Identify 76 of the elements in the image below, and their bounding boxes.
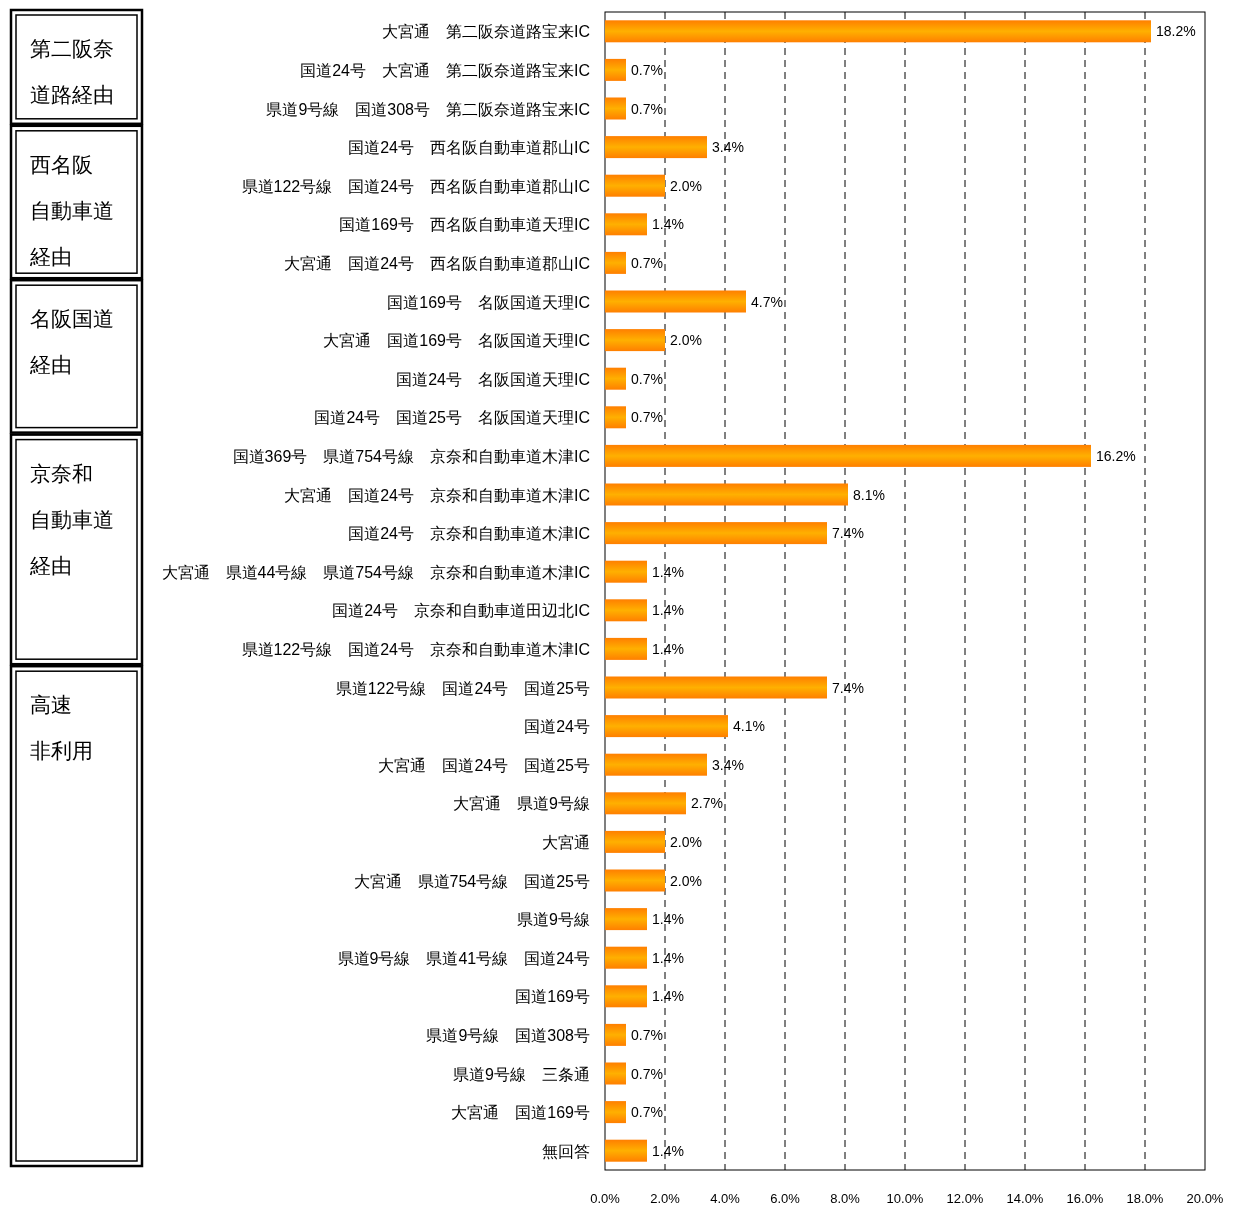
data-label: 1.4% <box>652 988 684 1005</box>
data-label: 0.7% <box>631 370 663 387</box>
data-label: 0.7% <box>631 1065 663 1082</box>
y-tick-label: 県道122号線 国道24号 国道25号 <box>335 679 590 697</box>
data-label: 4.7% <box>751 293 783 310</box>
data-label: 1.4% <box>652 1142 684 1159</box>
data-label: 2.0% <box>670 332 702 349</box>
x-tick-label: 6.0% <box>770 1191 801 1206</box>
y-tick-label: 国道24号 名阪国道天理IC <box>396 370 590 388</box>
data-label: 2.0% <box>670 177 702 194</box>
y-tick-label: 県道9号線 国道308号 第二阪奈道路宝来IC <box>266 100 590 118</box>
data-label: 16.2% <box>1096 447 1136 464</box>
y-tick-label: 国道24号 <box>524 718 590 736</box>
data-label: 0.7% <box>631 1026 663 1043</box>
y-tick-label: 県道9号線 三条通 <box>453 1065 590 1083</box>
data-label: 0.7% <box>631 409 663 426</box>
y-tick-label: 国道169号 西名阪自動車道天理IC <box>339 216 590 234</box>
text: 京奈和自動車道経由 <box>29 461 114 577</box>
y-tick-label: 県道9号線 国道308号 <box>426 1026 590 1044</box>
y-tick-label: 大宮通 国道24号 西名阪自動車道郡山IC <box>284 254 590 272</box>
data-label: 7.4% <box>832 679 864 696</box>
data-label: 1.4% <box>652 640 684 657</box>
y-tick-label: 大宮通 県道754号線 国道25号 <box>353 872 590 890</box>
text: 名阪国道経由 <box>29 307 114 377</box>
y-tick-label: 国道24号 京奈和自動車道木津IC <box>348 525 590 543</box>
data-label: 3.4% <box>712 756 744 773</box>
x-tick-label: 4.0% <box>710 1191 741 1206</box>
data-label: 3.4% <box>712 139 744 156</box>
data-label: 18.2% <box>1156 23 1196 40</box>
y-tick-label: 大宮通 国道169号 <box>451 1104 590 1122</box>
x-tick-label: 20.0% <box>1186 1191 1224 1206</box>
data-label: 0.7% <box>631 61 663 78</box>
y-tick-label: 国道169号 <box>515 988 590 1006</box>
x-tick-label: 18.0% <box>1126 1191 1164 1206</box>
y-tick-label: 県道9号線 <box>517 911 590 929</box>
y-tick-label: 大宮通 国道24号 国道25号 <box>378 756 590 774</box>
y-tick-label: 国道369号 県道754号線 京奈和自動車道木津IC <box>232 447 590 465</box>
data-label: 2.7% <box>691 795 723 812</box>
data-label: 7.4% <box>832 525 864 542</box>
y-tick-label: 大宮通 国道24号 京奈和自動車道木津IC <box>284 486 590 504</box>
y-tick-label: 県道122号線 国道24号 西名阪自動車道郡山IC <box>241 177 590 195</box>
y-tick-label: 大宮通 <box>542 833 590 851</box>
data-label: 8.1% <box>853 486 885 503</box>
y-tick-label: 国道24号 国道25号 名阪国道天理IC <box>314 409 590 427</box>
x-tick-label: 16.0% <box>1066 1191 1104 1206</box>
text: 高速非利用 <box>30 693 93 763</box>
data-label: 0.7% <box>631 100 663 117</box>
y-tick-label: 大宮通 県道44号線 県道754号線 京奈和自動車道木津IC <box>161 563 590 581</box>
x-tick-label: 14.0% <box>1006 1191 1044 1206</box>
y-tick-label: 国道24号 京奈和自動車道田辺北IC <box>332 602 590 620</box>
data-label: 1.4% <box>652 216 684 233</box>
data-label: 1.4% <box>652 949 684 966</box>
data-label: 1.4% <box>652 563 684 580</box>
data-label: 1.4% <box>652 602 684 619</box>
y-tick-label: 県道9号線 県道41号線 国道24号 <box>337 949 590 967</box>
data-label: 4.1% <box>733 718 765 735</box>
text: 西名阪自動車道経由 <box>29 152 114 268</box>
y-tick-label: 大宮通 第二阪奈道路宝来IC <box>382 23 590 41</box>
data-label: 1.4% <box>652 911 684 928</box>
y-tick-label: 大宮通 国道169号 名阪国道天理IC <box>323 332 590 350</box>
data-label: 2.0% <box>670 872 702 889</box>
y-tick-label: 大宮通 県道9号線 <box>453 795 590 813</box>
data-label: 0.7% <box>631 254 663 271</box>
x-tick-label: 0.0% <box>590 1191 621 1206</box>
x-tick-label: 2.0% <box>650 1191 681 1206</box>
y-tick-label: 県道122号線 国道24号 京奈和自動車道木津IC <box>241 640 590 658</box>
y-tick-label: 国道169号 名阪国道天理IC <box>387 293 590 311</box>
text: 第二阪奈道路経由 <box>30 37 114 106</box>
x-tick-label: 12.0% <box>946 1191 984 1206</box>
data-label: 2.0% <box>670 833 702 850</box>
x-tick-label: 10.0% <box>886 1191 924 1206</box>
y-tick-label: 無回答 <box>542 1142 590 1160</box>
y-tick-label: 国道24号 西名阪自動車道郡山IC <box>348 139 590 157</box>
y-tick-label: 国道24号 大宮通 第二阪奈道路宝来IC <box>300 61 590 79</box>
data-label: 0.7% <box>631 1104 663 1121</box>
x-tick-label: 8.0% <box>830 1191 861 1206</box>
